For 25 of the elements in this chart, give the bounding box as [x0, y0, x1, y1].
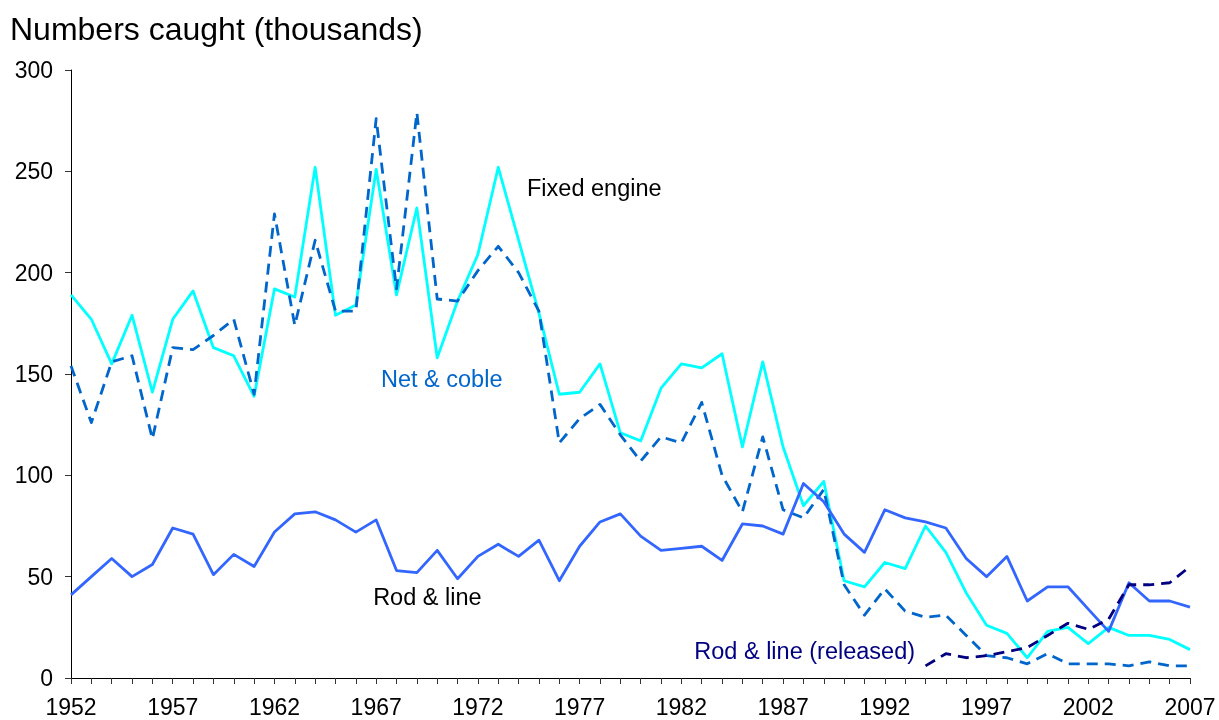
series-label: Rod & line [373, 584, 482, 611]
x-tick-label: 1972 [452, 693, 504, 720]
x-tick-label: 1992 [859, 693, 911, 720]
y-tick-label: 250 [14, 158, 53, 185]
x-tick-label: 1957 [147, 693, 199, 720]
x-tick-label: 1987 [757, 693, 809, 720]
x-tick-label: 1982 [655, 693, 707, 720]
y-tick-label: 200 [14, 259, 53, 286]
x-tick-label: 1962 [248, 693, 301, 720]
y-tick-label: 300 [14, 57, 53, 83]
series-label: Fixed engine [526, 174, 662, 201]
x-tick-label: 2007 [1164, 693, 1216, 720]
x-tick-label: 1977 [554, 693, 606, 720]
series-label: Net & coble [380, 366, 503, 393]
line-series [69, 482, 1192, 633]
y-axis-title: Numbers caught (thousands) [10, 11, 423, 47]
series-label: Rod & line (released) [694, 637, 916, 664]
y-tick-label: 0 [40, 665, 53, 691]
y-tick-label: 50 [27, 563, 53, 590]
x-tick-label: 2002 [1062, 693, 1114, 720]
x-tick-label: 1997 [960, 693, 1013, 720]
y-tick-label: 150 [14, 361, 53, 387]
y-tick-label: 100 [14, 462, 53, 489]
x-tick-label: 1967 [350, 693, 402, 720]
x-tick-label: 1952 [45, 693, 97, 720]
